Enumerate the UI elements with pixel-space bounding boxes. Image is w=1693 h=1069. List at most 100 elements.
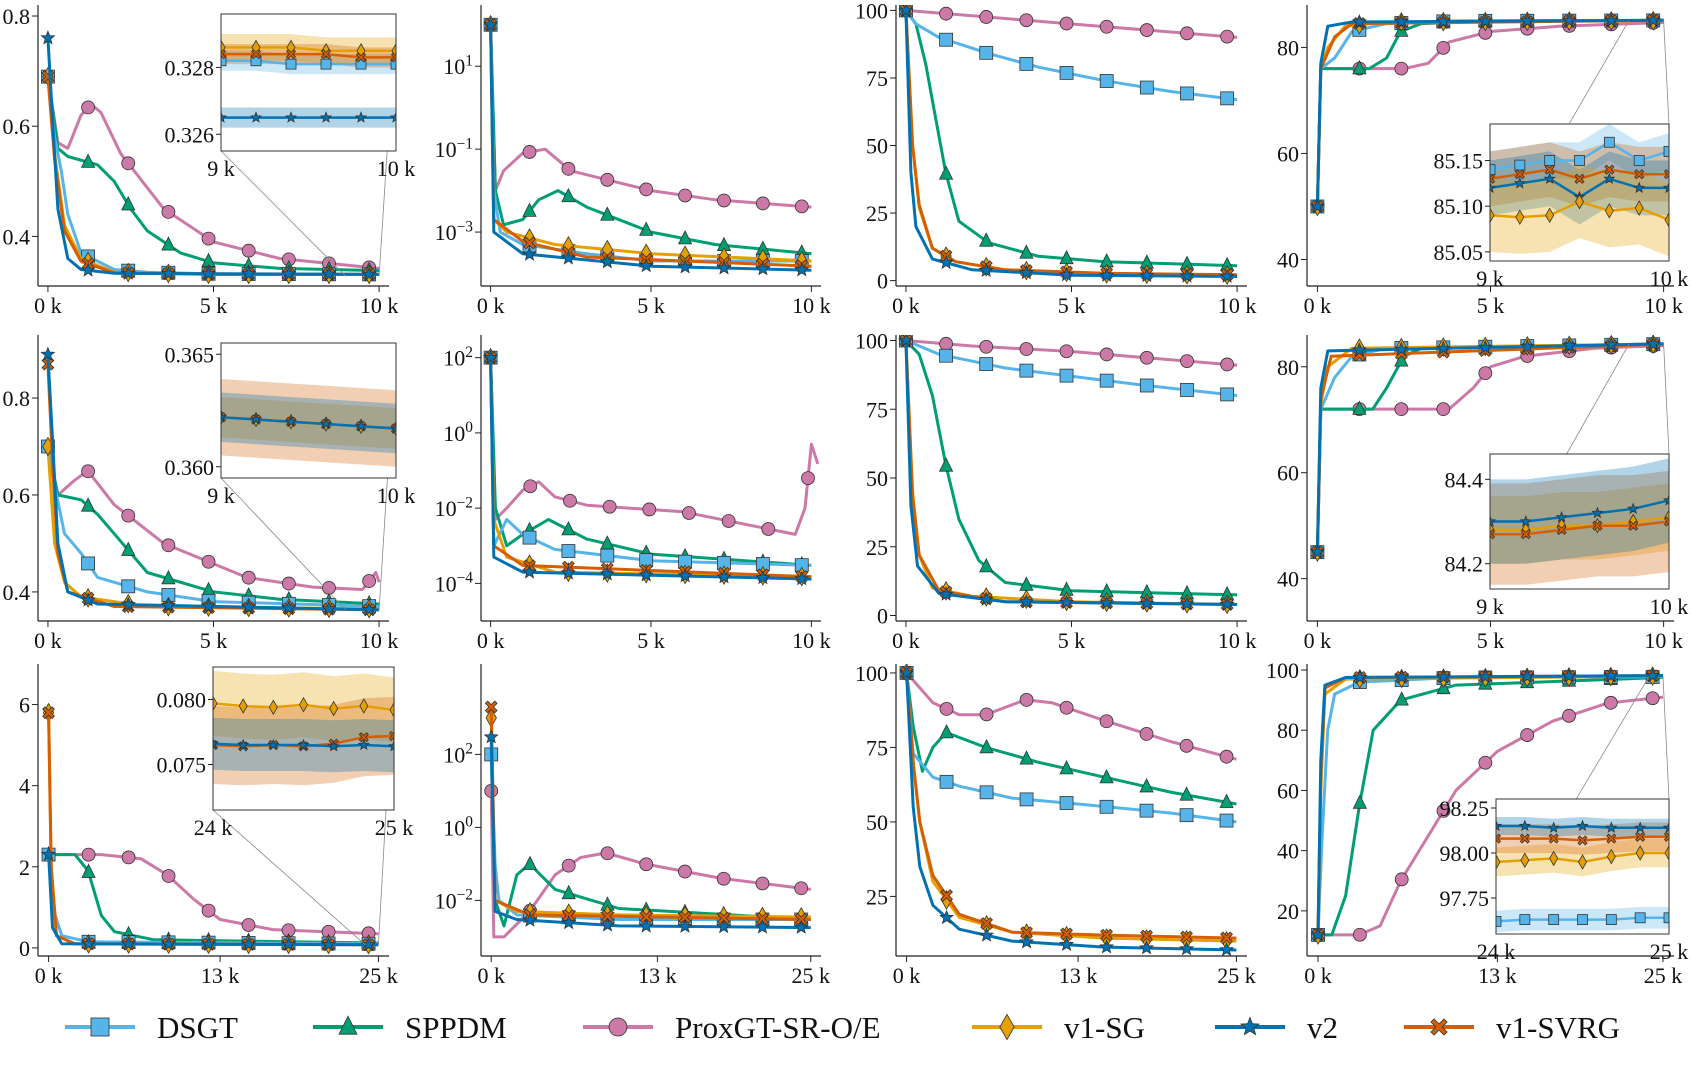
marker-x	[1592, 520, 1603, 531]
marker-x	[1490, 173, 1496, 184]
y-tick-label: 75	[866, 66, 888, 91]
plot-area	[40, 346, 381, 619]
marker-circle	[1394, 872, 1409, 887]
marker-star	[249, 413, 263, 425]
series-proxgt-sr-o-e	[1311, 691, 1664, 942]
y-tick-label: 80	[1277, 35, 1299, 60]
marker-circle	[682, 506, 696, 520]
marker-star	[1099, 939, 1115, 954]
marker-square	[285, 58, 297, 70]
inset-frame	[220, 13, 397, 152]
inset: 9 k 10 k 0.326 0.328	[165, 13, 416, 181]
marker-x	[484, 700, 498, 714]
marker-star	[716, 260, 732, 275]
marker-circle	[608, 1017, 628, 1037]
marker-x	[320, 49, 332, 60]
marker-x	[250, 49, 262, 60]
marker-square	[1633, 155, 1645, 166]
inset-y-tick-label: 85.15	[1434, 149, 1484, 174]
series-proxgt-sr-o-e	[41, 847, 379, 941]
marker-star	[1019, 934, 1035, 949]
marker-star	[1555, 510, 1568, 523]
plot-area	[483, 700, 811, 939]
series-line	[1316, 674, 1664, 935]
marker-triangle	[677, 229, 693, 245]
series-line	[46, 76, 380, 270]
marker-x	[1548, 833, 1559, 844]
x-tick-label: 5 k	[200, 628, 228, 653]
marker-x	[756, 912, 769, 926]
marker-triangle	[1019, 244, 1034, 259]
marker-star	[1018, 594, 1034, 609]
inset-background	[221, 14, 396, 151]
series-v2	[898, 5, 1238, 283]
y-tick-label: 0	[877, 604, 888, 629]
marker-x	[1519, 833, 1530, 844]
marker-x	[1496, 833, 1502, 844]
series-sppdm	[484, 745, 811, 928]
marker-star	[716, 918, 732, 934]
marker-x	[1628, 520, 1639, 531]
series-v2	[483, 729, 811, 934]
plot-area	[483, 14, 812, 277]
marker-triangle	[522, 855, 538, 870]
x-tick-label: 10 k	[360, 628, 399, 653]
marker-star	[1393, 13, 1409, 29]
plot-area	[899, 664, 1237, 956]
legend-label: DSGT	[157, 1010, 238, 1045]
marker-square	[1139, 80, 1154, 95]
inset-y-tick-label: 0.080	[157, 688, 207, 713]
y-tick-label: 75	[866, 397, 888, 422]
marker-circle	[642, 502, 657, 517]
marker-circle	[1019, 342, 1034, 356]
marker-circle	[1220, 29, 1235, 44]
inset-connector	[220, 150, 347, 277]
legend-item-v1-sg: v1-SG	[972, 1010, 1145, 1045]
x-tick-label: 0 k	[893, 963, 921, 988]
marker-circle	[979, 707, 994, 722]
marker-circle	[1180, 26, 1194, 41]
marker-circle	[639, 182, 654, 197]
inset-connector	[1663, 343, 1670, 455]
marker-star	[1603, 172, 1616, 184]
marker-circle	[1219, 749, 1234, 764]
marker-circle	[561, 858, 576, 873]
inset-x-tick-label: 10 k	[377, 156, 416, 181]
marker-x	[285, 49, 297, 60]
x-tick-label: 0 k	[1304, 628, 1332, 653]
marker-star	[354, 111, 368, 123]
y-tick-label: 10−3	[435, 218, 474, 245]
marker-triangle	[1352, 400, 1367, 415]
marker-star	[1513, 177, 1526, 189]
marker-triangle	[979, 557, 994, 573]
marker-square	[1179, 808, 1194, 823]
x-tick-label: 5 k	[1058, 628, 1086, 653]
inset-frame	[1495, 798, 1670, 935]
y-tick-label: 50	[866, 134, 888, 159]
series-line	[47, 854, 379, 947]
marker-star	[297, 738, 310, 751]
y-tick-label: 40	[1277, 247, 1299, 272]
marker-star	[561, 914, 577, 930]
marker-square	[1139, 378, 1154, 393]
marker-circle	[761, 522, 776, 536]
series-v2	[483, 349, 812, 586]
marker-star	[1603, 12, 1619, 28]
marker-circle	[721, 514, 736, 528]
inset-band	[1490, 142, 1669, 207]
legend: DSGT SPPDM ProxGT-SR-O/E v1-SG v2 v1-SVRG	[65, 1010, 1620, 1045]
marker-star	[387, 739, 394, 752]
marker-diamond	[1635, 845, 1645, 861]
marker-x	[639, 910, 653, 924]
marker-diamond	[1515, 209, 1525, 225]
marker-diamond	[1520, 852, 1530, 869]
marker-star	[1603, 667, 1619, 683]
x-tick-label: 13 k	[1478, 963, 1517, 988]
marker-star	[938, 586, 954, 601]
marker-x	[1606, 833, 1617, 844]
marker-star	[161, 936, 177, 951]
marker-star	[1627, 502, 1640, 515]
marker-triangle	[1179, 786, 1194, 801]
marker-square	[221, 55, 227, 67]
marker-circle	[201, 231, 216, 246]
